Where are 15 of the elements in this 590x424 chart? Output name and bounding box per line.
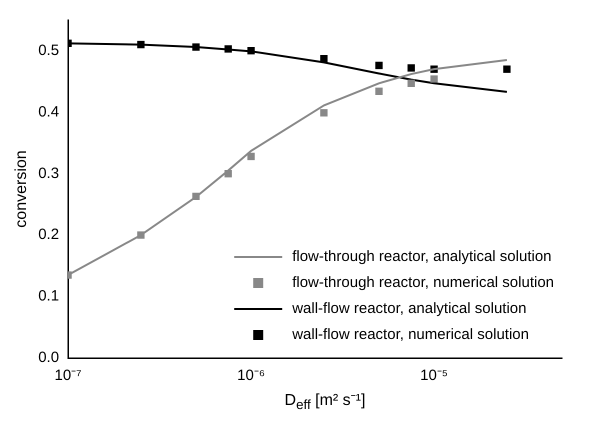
legend-label: wall-flow reactor, numerical solution <box>291 326 529 344</box>
x-tick-label: 10⁻⁵ <box>420 367 448 384</box>
y-tick-label: 0.1 <box>38 288 60 305</box>
x-tick-label: 10⁻⁷ <box>54 367 82 384</box>
y-tick-label: 0.4 <box>38 103 60 120</box>
y-axis-title: conversion <box>13 150 30 228</box>
legend-label: flow-through reactor, numerical solution <box>292 274 554 292</box>
legend-label: wall-flow reactor, analytical solution <box>291 300 526 318</box>
y-tick-label: 0.2 <box>38 226 60 244</box>
y-tick-label: 0.0 <box>38 349 60 366</box>
y-tick-label: 0.3 <box>38 164 60 182</box>
x-axis-title: D$_{eff}$ [m² s⁻¹] <box>284 391 366 412</box>
legend-label: flow-through reactor, analytical solution <box>292 248 552 266</box>
x-tick-label: 10⁻⁶ <box>237 367 265 384</box>
y-tick-label: 0.5 <box>38 42 60 59</box>
